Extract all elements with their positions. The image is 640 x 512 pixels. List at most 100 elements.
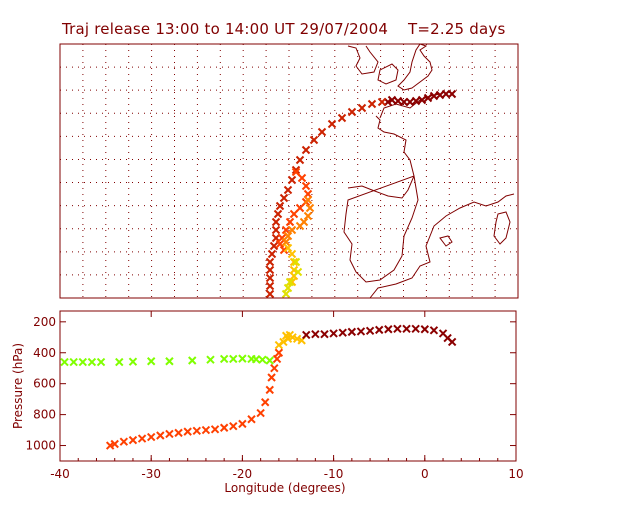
plot-point [411, 324, 420, 333]
map-traj-point [275, 239, 285, 249]
map-traj-point [317, 127, 327, 137]
map-grid [60, 44, 518, 298]
map-traj-point-b [293, 267, 303, 277]
x-tick-label: 0 [421, 467, 429, 481]
plot-point [356, 327, 366, 336]
map-traj-point-b [429, 91, 439, 101]
plot-point-b [365, 326, 375, 336]
plot-point-b [302, 330, 311, 340]
plot-point-b [279, 337, 288, 347]
map-traj-point [269, 241, 279, 251]
plot-point-b [272, 354, 282, 364]
plot-point-b [87, 357, 97, 367]
map-traj-point-b [423, 93, 433, 103]
map-traj-point [265, 273, 275, 283]
plot-point-b [96, 357, 106, 367]
plot-point [279, 337, 288, 347]
plot-point [374, 325, 384, 335]
plot-point [267, 373, 276, 382]
coastline-sardinia [493, 211, 511, 245]
map-traj-point [287, 225, 297, 235]
plot-point-b [270, 364, 279, 373]
plot-point-b [174, 428, 183, 438]
plot-ticks: -40 -30 -20 -10 0 10 200 400 600 800 1000 [25, 311, 524, 481]
plot-point-b [229, 354, 238, 364]
map-traj-point [265, 289, 275, 299]
map-traj-point [367, 99, 377, 109]
y-tick-label: 800 [33, 408, 56, 422]
plot-point-b [219, 423, 229, 432]
plot-point-b [69, 357, 78, 367]
map-traj-point-b [265, 289, 275, 299]
map-traj-point [271, 225, 281, 235]
map-traj-point [309, 135, 319, 145]
x-tick-label: -20 [233, 467, 253, 481]
plot-point-b [393, 324, 402, 333]
x-tick-label: -40 [50, 467, 70, 481]
map-traj-point [289, 209, 299, 219]
plot-point-b [146, 357, 156, 366]
plot-point [115, 357, 124, 367]
map-traj-point-b [287, 249, 297, 259]
plot-point-b [219, 354, 229, 364]
plot-point-b [265, 385, 274, 395]
x-tick-label: -10 [324, 467, 344, 481]
map-traj-point-b [271, 225, 281, 235]
y-tick-label: 400 [33, 346, 56, 360]
plot-point [137, 434, 147, 443]
plot-point [272, 354, 282, 364]
map-traj-point [327, 119, 337, 129]
plot-point [119, 437, 129, 446]
plot-point [238, 354, 247, 363]
plot-point [270, 364, 279, 373]
plot-point [105, 441, 115, 450]
map-traj-point [295, 155, 305, 165]
plot-point-b [338, 328, 347, 337]
plot-point [302, 330, 311, 340]
map-traj-point [291, 257, 301, 267]
map-traj-point [297, 173, 307, 183]
plot-point [110, 439, 119, 449]
plot-point [174, 428, 183, 438]
map-traj-point-b [289, 257, 299, 267]
map-traj-point-b [287, 175, 297, 185]
plot-point [229, 354, 238, 364]
map-traj-point [267, 249, 277, 259]
map-traj-point-b [417, 95, 427, 105]
plot-point [384, 325, 393, 334]
map-traj-point-b [281, 237, 291, 247]
map-traj-point [271, 217, 281, 227]
map-traj-point [281, 289, 291, 299]
map-frame [59, 43, 519, 299]
map-traj-point [265, 265, 275, 275]
map-traj-point-b [301, 145, 311, 155]
coastline-britain [397, 43, 433, 91]
map-traj-point-b [301, 181, 311, 191]
map-traj-point-b [273, 209, 283, 219]
map-traj-point-b [305, 203, 315, 213]
plot-point [69, 357, 78, 367]
plot-point [285, 330, 295, 340]
plot-point-b [146, 432, 156, 442]
plot-points [60, 324, 457, 450]
plot-point [128, 435, 138, 445]
plot-point-b [265, 356, 274, 365]
plot-point [338, 328, 347, 337]
plot-point [87, 357, 97, 367]
pressure-panel: -40 -30 -20 -10 0 10 200 400 600 800 1000 Longitud… [11, 310, 524, 495]
plot-point [265, 356, 274, 365]
plot-point-b [206, 355, 215, 364]
map-traj-point-b [283, 283, 293, 293]
plot-point [201, 425, 211, 435]
map-traj-point [303, 195, 313, 205]
plot-point [219, 354, 229, 364]
map-traj-point-b [265, 273, 275, 283]
plot-point-b [165, 357, 174, 366]
plot-point [165, 357, 174, 366]
map-traj-point [377, 97, 387, 107]
map-traj-point-b [285, 217, 295, 227]
plot-point [60, 357, 69, 367]
map-traj-point [279, 193, 289, 203]
map-traj-point [291, 167, 301, 177]
